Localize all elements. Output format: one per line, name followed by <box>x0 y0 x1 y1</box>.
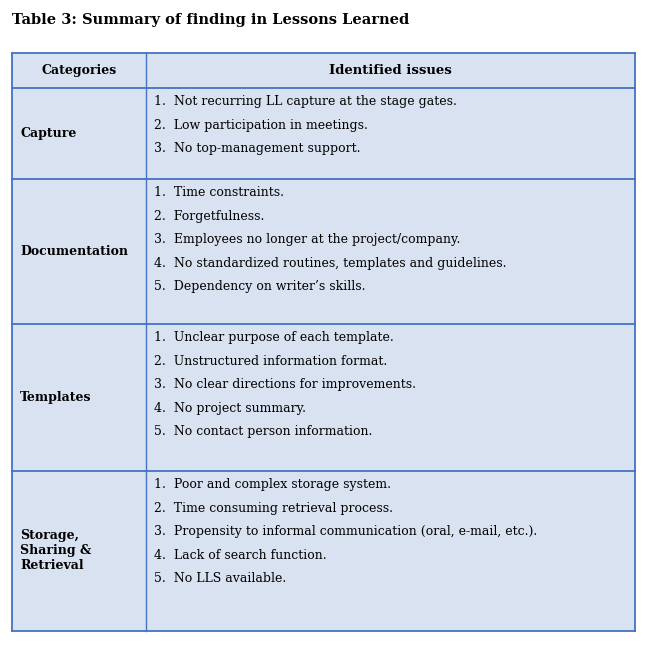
Text: Storage,
Sharing &
Retrieval: Storage, Sharing & Retrieval <box>20 529 91 572</box>
Bar <box>12 88 635 178</box>
Bar <box>12 178 635 324</box>
Text: Categories: Categories <box>41 64 116 77</box>
Text: Capture: Capture <box>20 127 76 139</box>
Bar <box>12 471 635 631</box>
Text: 1.  Unclear purpose of each template.
2.  Unstructured information format.
3.  N: 1. Unclear purpose of each template. 2. … <box>154 332 416 438</box>
Bar <box>12 324 635 471</box>
Bar <box>12 53 635 88</box>
Text: Templates: Templates <box>20 391 92 404</box>
Text: 1.  Not recurring LL capture at the stage gates.
2.  Low participation in meetin: 1. Not recurring LL capture at the stage… <box>154 95 457 155</box>
Text: 1.  Time constraints.
2.  Forgetfulness.
3.  Employees no longer at the project/: 1. Time constraints. 2. Forgetfulness. 3… <box>154 186 507 294</box>
Text: Documentation: Documentation <box>20 245 128 257</box>
Text: Table 3: Summary of finding in Lessons Learned: Table 3: Summary of finding in Lessons L… <box>12 13 409 27</box>
Text: 1.  Poor and complex storage system.
2.  Time consuming retrieval process.
3.  P: 1. Poor and complex storage system. 2. T… <box>154 479 538 585</box>
Text: Identified issues: Identified issues <box>329 64 452 77</box>
